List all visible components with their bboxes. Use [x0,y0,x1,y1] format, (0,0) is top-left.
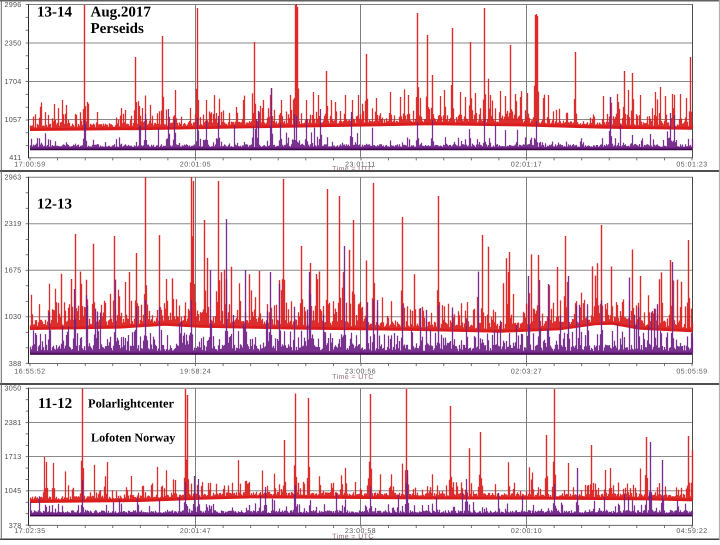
svg-text:Time = UTC: Time = UTC [332,532,374,540]
svg-text:Polarlightcenter: Polarlightcenter [88,397,175,411]
svg-text:1704: 1704 [5,77,22,86]
svg-text:1713: 1713 [5,452,22,461]
svg-text:17:02:35: 17:02:35 [14,528,45,535]
svg-text:Lofoten Norway: Lofoten Norway [91,430,175,444]
svg-text:1045: 1045 [5,486,22,495]
svg-text:2996: 2996 [5,0,22,9]
svg-text:23:00:58: 23:00:58 [345,528,376,535]
svg-text:05:01:23: 05:01:23 [676,161,707,168]
svg-text:411: 411 [9,153,21,162]
svg-text:16:55:52: 16:55:52 [14,369,45,376]
svg-text:23:00:56: 23:00:56 [345,369,376,376]
svg-text:02:00:10: 02:00:10 [511,528,542,535]
svg-text:2381: 2381 [5,418,22,427]
svg-text:2963: 2963 [5,173,22,182]
svg-text:02:01:17: 02:01:17 [511,161,542,168]
svg-text:1675: 1675 [5,266,22,275]
svg-text:13-14: 13-14 [37,5,72,21]
svg-text:Time = UTC: Time = UTC [332,165,374,173]
svg-text:20:01:05: 20:01:05 [180,161,211,168]
svg-text:2319: 2319 [5,219,22,228]
svg-text:3050: 3050 [5,384,22,393]
svg-text:1030: 1030 [5,312,22,321]
svg-text:11-12: 11-12 [38,396,72,412]
svg-text:388: 388 [9,359,22,368]
svg-text:23:01:11: 23:01:11 [345,161,376,168]
svg-text:12-13: 12-13 [37,197,72,213]
svg-text:Time = UTC: Time = UTC [332,373,374,381]
svg-text:04:59:22: 04:59:22 [676,528,707,535]
svg-text:05:05:59: 05:05:59 [676,369,707,376]
svg-text:17:00:59: 17:00:59 [14,161,45,168]
svg-text:2350: 2350 [5,38,22,47]
svg-text:1057: 1057 [5,115,22,124]
svg-text:20:01:47: 20:01:47 [180,528,211,535]
svg-text:378: 378 [9,521,22,530]
svg-text:Perseids: Perseids [91,21,144,37]
svg-text:19:58:24: 19:58:24 [180,369,211,376]
svg-text:Aug.2017: Aug.2017 [91,5,152,21]
svg-text:02:03:27: 02:03:27 [511,369,542,376]
